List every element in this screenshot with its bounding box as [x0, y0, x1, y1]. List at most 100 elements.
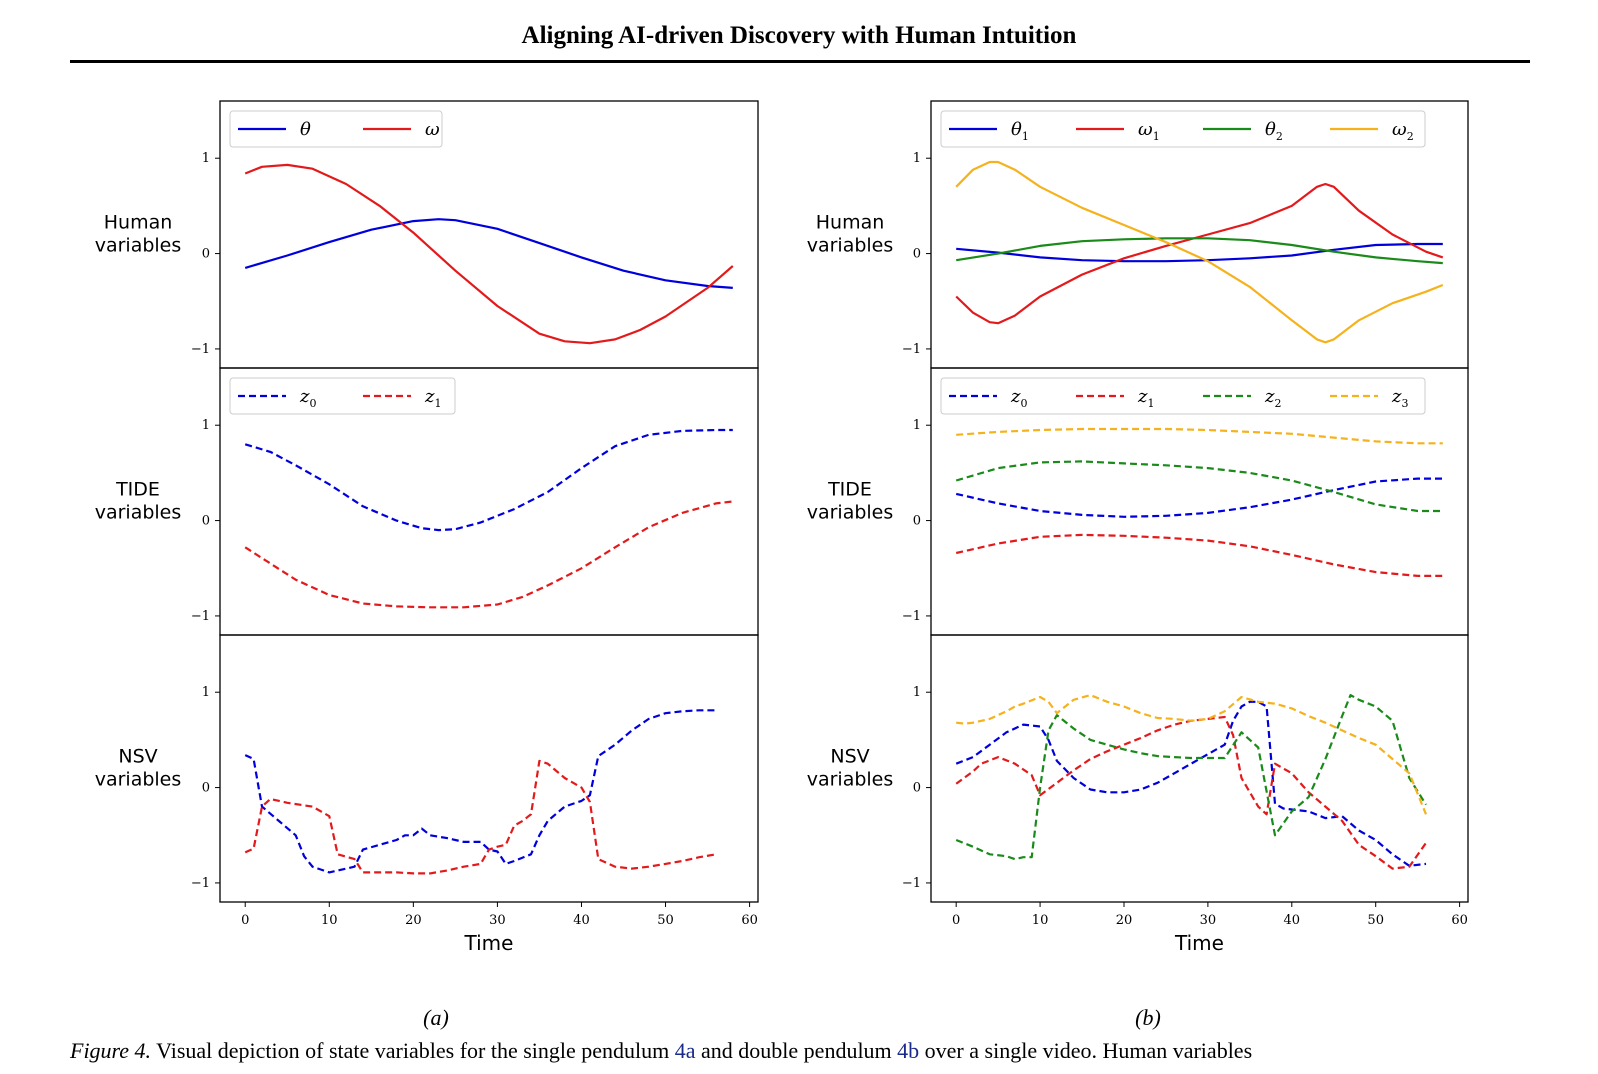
y-axis-label-line: Human: [816, 212, 885, 234]
x-tick-label: 20: [405, 913, 422, 928]
y-axis-label-line: variables: [807, 769, 894, 791]
y-tick: −1: [191, 609, 220, 624]
y-axis-label-line: variables: [95, 769, 182, 791]
series-line-red: [955, 533, 1443, 577]
series-line-blue: [244, 218, 733, 289]
x-axis-label: Time: [464, 931, 514, 955]
y-tick-label: −1: [191, 876, 210, 891]
page-header-title: Aligning AI-driven Discovery with Human …: [521, 22, 1077, 49]
y-tick: 1: [202, 151, 220, 166]
series-line-blue: [956, 242, 1443, 263]
y-axis-label-line: NSV: [830, 746, 869, 768]
x-tick: 0: [241, 902, 249, 928]
y-tick: 1: [913, 418, 931, 433]
y-tick: 0: [913, 247, 931, 262]
y-tick-label: −1: [902, 342, 921, 357]
x-tick: 0: [952, 902, 960, 928]
series-line-blue: [955, 700, 1427, 867]
series-line-red: [955, 182, 1444, 325]
y-tick-label: −1: [191, 342, 210, 357]
x-tick-label: 30: [489, 913, 506, 928]
y-axis-label-line: variables: [807, 235, 894, 257]
legend: θ1 ω1 θ2 ω2: [940, 110, 1426, 148]
y-tick-label: 1: [202, 151, 210, 166]
series-line-red: [244, 163, 734, 345]
y-tick: 0: [913, 514, 931, 529]
y-tick-label: 0: [202, 781, 210, 796]
y-tick-label: 1: [913, 418, 921, 433]
caption-ref-4b[interactable]: 4b: [897, 1038, 920, 1063]
y-tick-label: 1: [202, 685, 210, 700]
y-axis-label-line: variables: [95, 502, 182, 524]
series-line-green: [955, 694, 1427, 861]
x-tick: 30: [1200, 902, 1216, 928]
subplot-frame: [219, 634, 759, 903]
x-axis-label: Time: [1174, 931, 1224, 955]
legend-label: ω1: [1138, 119, 1160, 143]
y-tick-label: 1: [913, 151, 921, 166]
y-axis-label-line: Human: [104, 212, 173, 234]
legend-label: θ1: [1011, 119, 1029, 143]
subplot-frame: [930, 634, 1469, 903]
y-tick-label: 0: [202, 247, 210, 262]
y-tick: 1: [202, 418, 220, 433]
x-tick: 40: [573, 902, 590, 928]
legend: z0 z1: [229, 377, 456, 415]
legend-label: ω: [425, 119, 440, 140]
legend-label: z3: [1391, 386, 1408, 410]
series-line-orange: [955, 160, 1444, 344]
series-line-orange: [956, 694, 1428, 815]
y-tick: 0: [202, 514, 220, 529]
y-axis-label-line: NSV: [118, 746, 157, 768]
x-tick: 30: [489, 902, 506, 928]
legend-box: [229, 377, 456, 415]
x-tick-label: 50: [657, 913, 674, 928]
x-tick: 20: [405, 902, 422, 928]
caption-text-3: over a single video. Human variables: [919, 1038, 1253, 1063]
x-tick: 60: [1451, 902, 1468, 928]
y-axis-label-line: TIDE: [827, 479, 872, 501]
figure-caption: Figure 4. Visual depiction of state vari…: [70, 1038, 1540, 1064]
y-tick-label: 1: [202, 418, 210, 433]
y-tick-label: −1: [191, 609, 210, 624]
series-line-red: [244, 500, 733, 609]
caption-ref-4a[interactable]: 4a: [674, 1038, 696, 1063]
legend-label: ω2: [1392, 119, 1414, 143]
series-line-green: [955, 460, 1443, 513]
y-tick: 1: [913, 151, 931, 166]
x-tick: 10: [1032, 902, 1049, 928]
legend-box: [229, 110, 443, 148]
y-tick: −1: [902, 609, 931, 624]
legend-box: [940, 110, 1426, 148]
legend-label: θ2: [1265, 119, 1283, 143]
legend: z0 z1 z2 z3: [940, 377, 1426, 415]
y-tick: 0: [202, 781, 220, 796]
legend-label: z0: [1010, 386, 1027, 410]
y-tick: −1: [902, 876, 931, 891]
x-tick-label: 10: [1032, 913, 1049, 928]
header-rule: [70, 60, 1530, 63]
series-line-blue: [244, 709, 716, 874]
y-axis-label-line: TIDE: [115, 479, 160, 501]
caption-figure-label: Figure 4.: [70, 1038, 152, 1063]
y-tick-label: 0: [913, 247, 921, 262]
x-tick: 40: [1284, 902, 1300, 928]
series-line-orange: [956, 427, 1443, 445]
x-tick-label: 0: [952, 913, 960, 928]
y-tick-label: −1: [902, 876, 921, 891]
x-tick-label: 10: [321, 913, 338, 928]
legend-label: z1: [1137, 386, 1154, 410]
caption-text-1: Visual depiction of state variables for …: [151, 1038, 675, 1063]
x-tick: 50: [657, 902, 674, 928]
